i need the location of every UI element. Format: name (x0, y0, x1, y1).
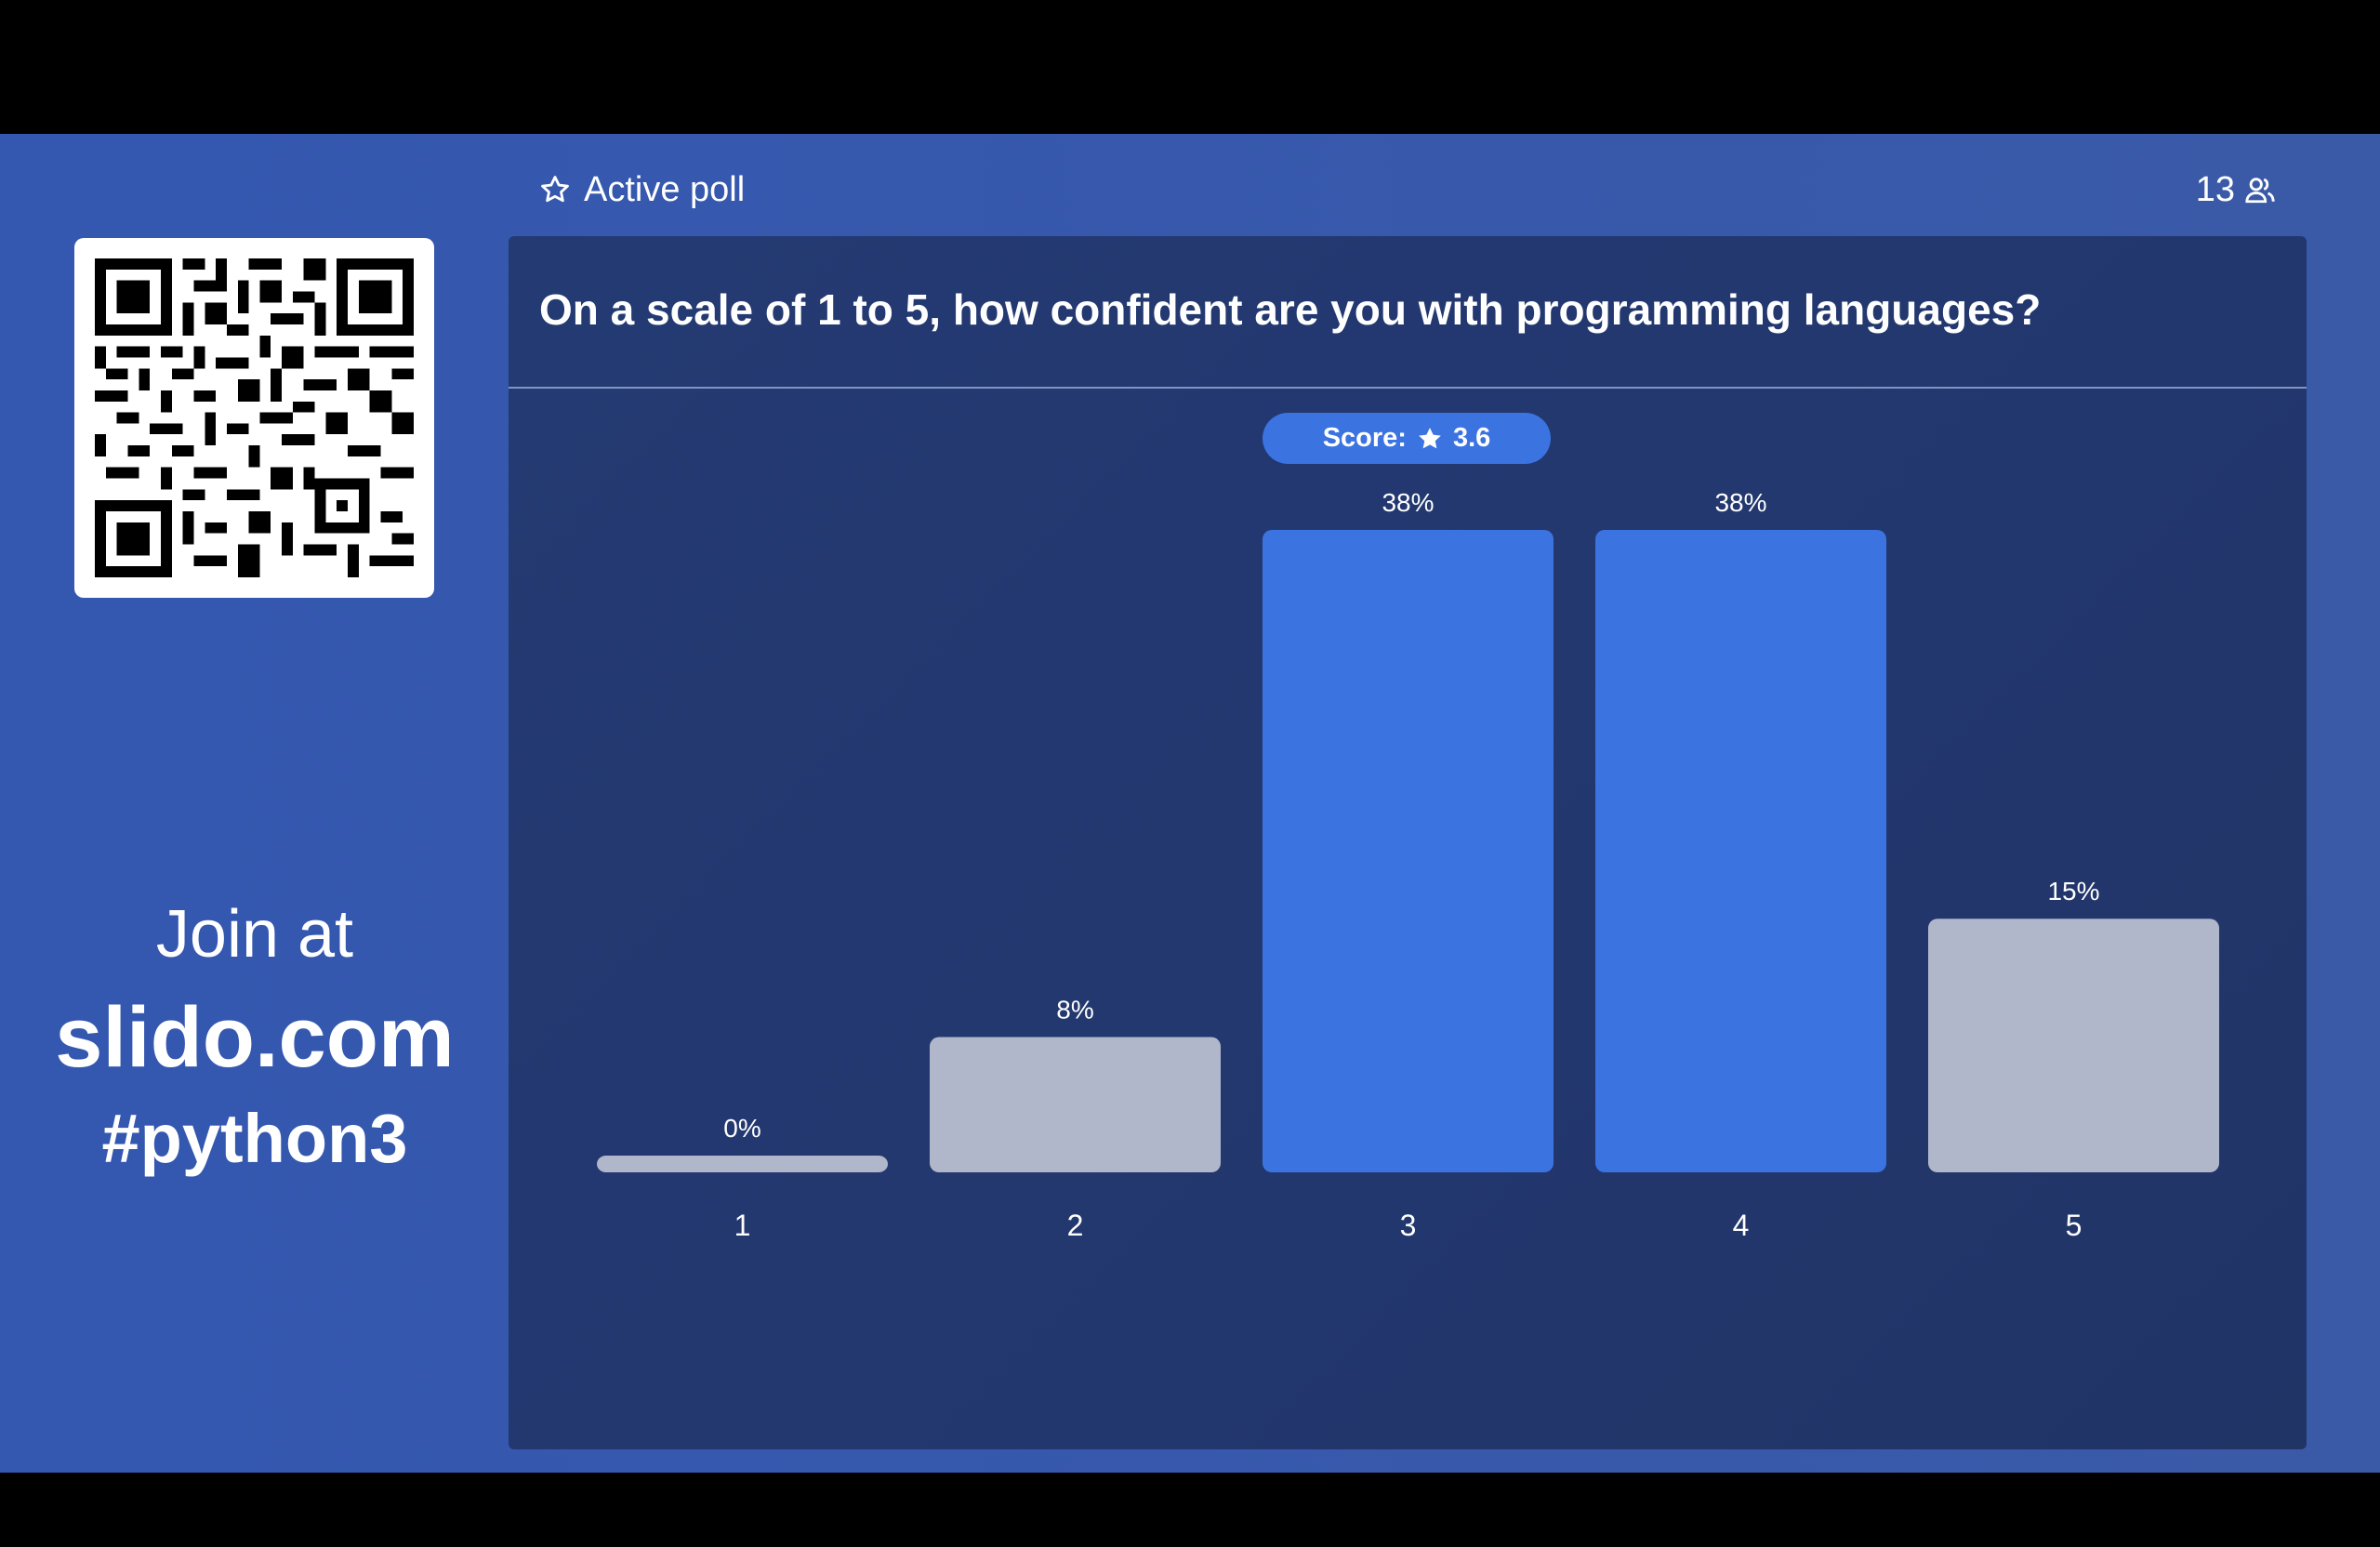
qr-code-icon (95, 258, 414, 577)
qr-code-card (74, 238, 434, 598)
participants-counter: 13 (2196, 162, 2276, 218)
join-site[interactable]: slido.com (55, 990, 455, 1085)
bar-value-label: 38% (1714, 488, 1766, 517)
bar-5 (1928, 919, 2219, 1172)
people-icon (2245, 178, 2275, 204)
bar-value-label: 15% (2047, 877, 2099, 906)
category-label: 5 (2066, 1209, 2082, 1242)
participants-count: 13 (2195, 169, 2235, 209)
bar-value-label: 38% (1382, 488, 1434, 517)
poll-question: On a scale of 1 to 5, how confident are … (539, 285, 2042, 334)
score-value: 3.6 (1452, 423, 1491, 453)
star-outline-icon (541, 176, 569, 203)
category-label: 2 (1067, 1209, 1084, 1242)
poll-results-chart: 0% 1 8% 2 38% 3 38% 4 15% 5 (597, 488, 2219, 1242)
score-label: Score: (1322, 423, 1407, 453)
poll-status-label: Active poll (584, 169, 746, 209)
poll-panel: On a scale of 1 to 5, how confident are … (509, 236, 2307, 1449)
poll-status: Active poll (539, 162, 745, 218)
bar-1 (597, 1156, 888, 1172)
bar-value-label: 0% (723, 1114, 760, 1143)
score-badge: Score: 3.6 (1263, 413, 1551, 464)
bar-value-label: 8% (1056, 996, 1093, 1025)
bar-2 (930, 1037, 1221, 1172)
presentation-stage: Join at slido.com #python3 Active poll 1… (0, 134, 2380, 1473)
event-code: #python3 (101, 1100, 408, 1177)
category-label: 1 (734, 1209, 751, 1242)
bar-4 (1595, 530, 1886, 1172)
divider (509, 387, 2307, 389)
bar-3 (1263, 530, 1554, 1172)
category-label: 3 (1400, 1209, 1417, 1242)
star-filled-icon (1419, 427, 1441, 448)
category-label: 4 (1733, 1209, 1750, 1242)
join-at-label: Join at (155, 897, 354, 972)
